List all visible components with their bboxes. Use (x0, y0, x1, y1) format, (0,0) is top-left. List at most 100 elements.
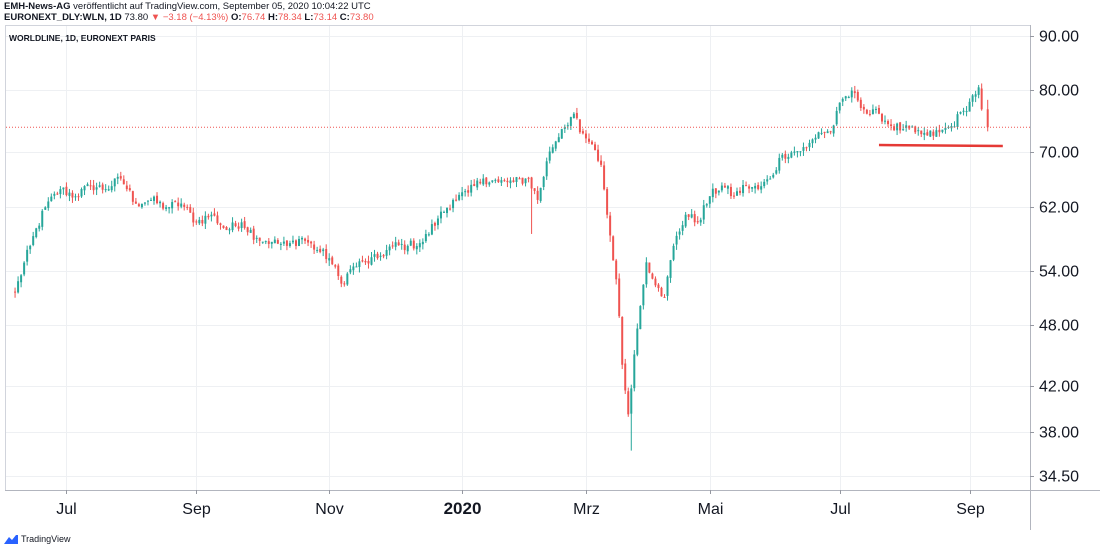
candle-body (853, 91, 856, 94)
candle-body (887, 121, 890, 125)
candle-body (32, 236, 35, 245)
candle-body (171, 202, 174, 209)
candle-body (189, 207, 192, 213)
candle-body (83, 186, 86, 191)
candle-body (461, 192, 464, 197)
candle-body (714, 188, 717, 194)
candle-body (35, 228, 38, 238)
low-label: L: (304, 12, 314, 23)
candle-body (745, 185, 748, 187)
symbol-label: EURONEXT_DLY:WLN, 1D (4, 12, 122, 23)
candle-body (811, 139, 814, 144)
time-tick-label: Sep (182, 501, 211, 518)
candle-body (41, 210, 44, 227)
candle-body (597, 149, 600, 161)
candle-body (177, 202, 180, 207)
candle-body (739, 190, 742, 193)
candle-body (421, 241, 424, 245)
candle-body (648, 262, 651, 273)
candle-body (23, 262, 26, 275)
candle-body (282, 241, 285, 244)
candle-body (128, 188, 131, 191)
support-line[interactable] (878, 143, 1003, 148)
candle-body (584, 133, 587, 139)
candle-body (183, 204, 186, 207)
candle-body (627, 391, 630, 415)
candle-body (871, 109, 874, 115)
candle-body (723, 185, 726, 188)
candle-body (162, 203, 165, 209)
time-tick-label: Mrz (573, 501, 600, 518)
candle-body (273, 239, 276, 244)
tradingview-footer[interactable]: TradingView (4, 534, 71, 544)
candle-body (835, 110, 838, 125)
candle-body (805, 147, 808, 149)
candle-body (548, 151, 551, 161)
candle-body (962, 110, 965, 112)
candle-body (452, 199, 455, 209)
price-axis[interactable]: 90.00 80.00 70.00 62.00 54.00 48.00 42.00 38.00… (1030, 29, 1079, 486)
overlays (6, 126, 1030, 148)
candle-body (720, 185, 723, 191)
candle-body (633, 354, 636, 389)
candle-body (122, 179, 125, 185)
candle-body (681, 225, 684, 231)
time-axis[interactable]: Jul Sep Nov 2020 Mrz Mai Jul Sep (56, 490, 985, 518)
candle-body (877, 107, 880, 114)
grid (6, 26, 1030, 490)
candle-body (959, 112, 962, 114)
candle-body (554, 141, 557, 149)
candle-body (527, 177, 530, 179)
candle-body (482, 178, 485, 185)
candle-body (192, 212, 195, 223)
candle-body (418, 243, 421, 248)
candle-body (690, 214, 693, 218)
candle-body (473, 184, 476, 187)
candle-body (397, 242, 400, 246)
candle-body (68, 192, 71, 196)
candle-body (711, 188, 714, 198)
candle-body (977, 87, 980, 95)
candle-body (760, 186, 763, 190)
candle-body (101, 184, 104, 190)
candle-body (361, 260, 364, 262)
candle-body (216, 215, 219, 224)
candle-body (600, 160, 603, 165)
candle-body (20, 275, 23, 283)
candle-body (735, 191, 738, 196)
candle-body (956, 114, 959, 127)
candle-body (666, 276, 669, 296)
candle-body (276, 240, 279, 244)
candle-body (624, 363, 627, 391)
candle-body (742, 185, 745, 194)
candle-body (446, 207, 449, 214)
candle-body (334, 265, 337, 267)
candle-body (838, 102, 841, 111)
candle-body (92, 185, 95, 191)
candle-body (920, 130, 923, 135)
candle-body (313, 244, 316, 250)
candle-body (829, 131, 832, 133)
candle-body (778, 157, 781, 171)
candle-body (44, 207, 47, 210)
candle-body (506, 180, 509, 183)
candle-body (442, 211, 445, 213)
candle-body (587, 138, 590, 142)
pane-border (5, 25, 1031, 491)
candle-body (325, 248, 328, 260)
candle-body (373, 254, 376, 257)
candle-body (400, 243, 403, 245)
candle-body (594, 144, 597, 151)
candle-body (530, 177, 533, 189)
candle-body (201, 219, 204, 224)
candle-body (539, 187, 542, 201)
candle-body (865, 109, 868, 114)
candle-body (213, 213, 216, 216)
candle-body (974, 94, 977, 97)
candle-body (225, 227, 228, 231)
candle-body (536, 190, 539, 200)
candle-body (612, 236, 615, 261)
candle-body (240, 222, 243, 229)
candle-body (772, 174, 775, 178)
